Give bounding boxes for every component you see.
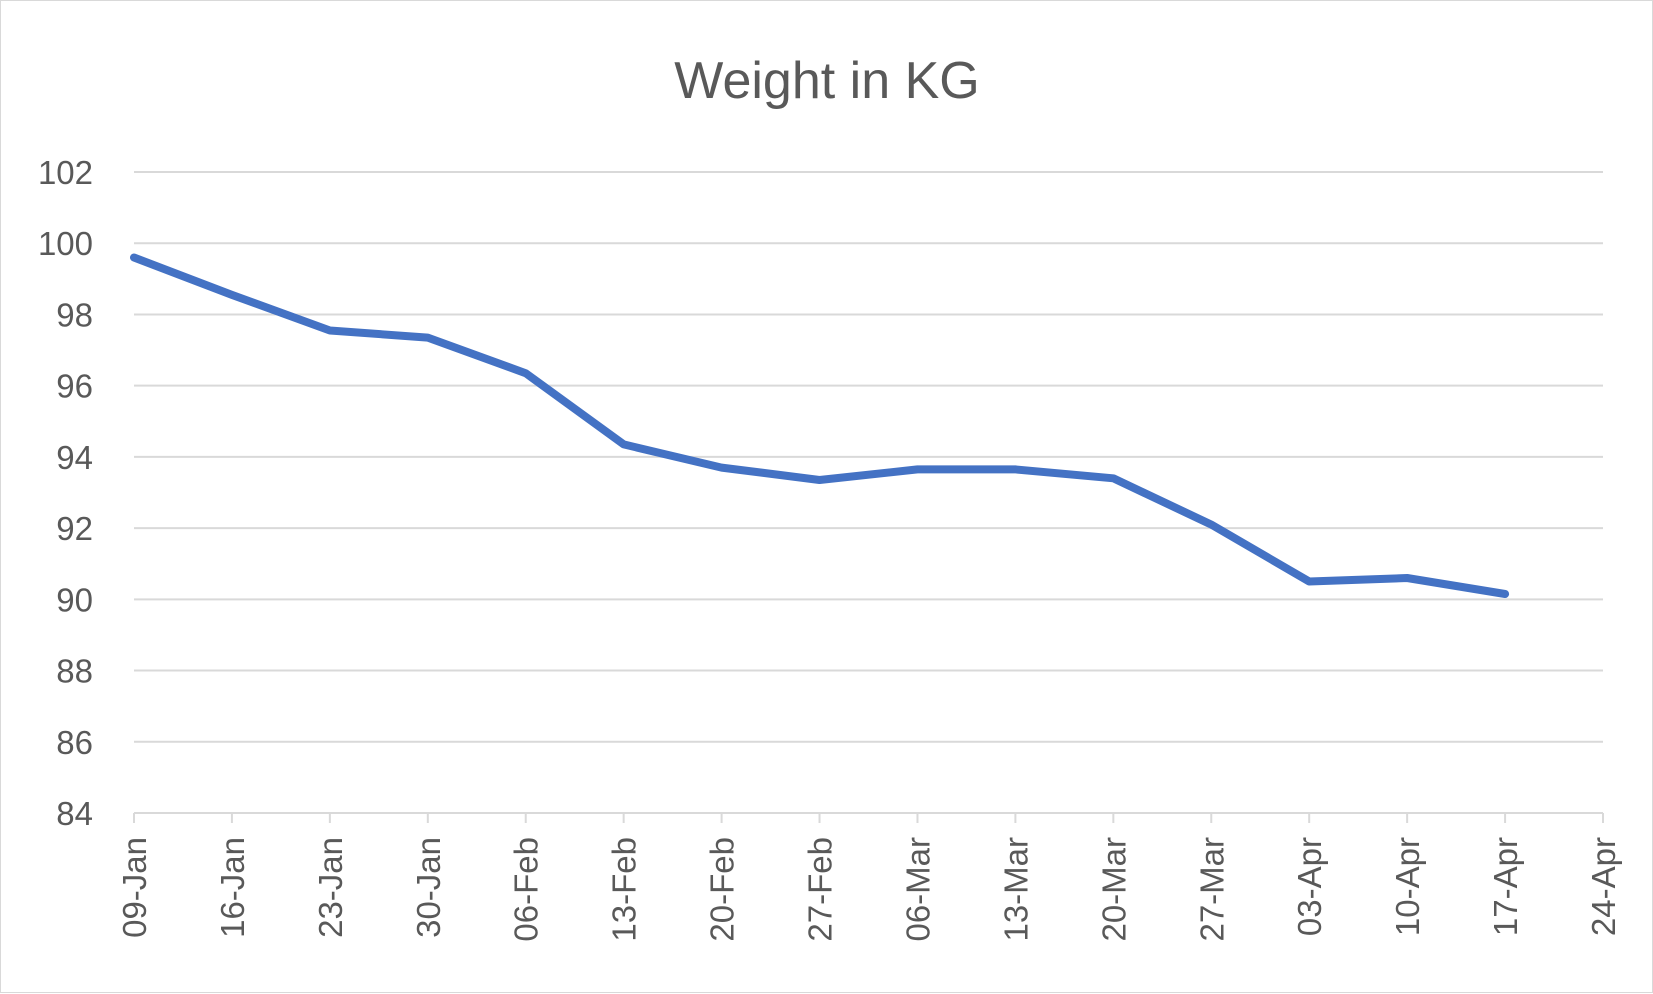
x-tick-label-20-Mar: 20-Mar (1095, 837, 1132, 942)
y-tick-label-84: 84 (56, 795, 93, 832)
x-tick-label-10-Apr: 10-Apr (1389, 837, 1426, 936)
x-tick-label-03-Apr: 03-Apr (1291, 837, 1328, 936)
y-axis-tick-labels: 84 86 88 90 92 94 96 98 100 102 (38, 154, 93, 832)
x-axis (134, 813, 1603, 823)
x-tick-label-09-Jan: 09-Jan (116, 837, 153, 938)
x-tick-label-27-Feb: 27-Feb (802, 837, 839, 942)
y-tick-label-96: 96 (56, 368, 93, 405)
y-tick-label-98: 98 (56, 296, 93, 333)
y-tick-label-90: 90 (56, 581, 93, 618)
x-tick-label-13-Mar: 13-Mar (997, 837, 1034, 942)
y-tick-label-92: 92 (56, 510, 93, 547)
x-axis-tick-labels: 09-Jan 16-Jan 23-Jan 30-Jan 06-Feb 13-Feb 20-F… (116, 837, 1622, 942)
x-tick-label-06-Feb: 06-Feb (508, 837, 545, 942)
x-tick-label-27-Mar: 27-Mar (1193, 837, 1230, 942)
x-tick-label-24-Apr: 24-Apr (1585, 837, 1622, 936)
y-tick-label-94: 94 (56, 439, 93, 476)
y-tick-label-102: 102 (38, 154, 93, 191)
series-layer (134, 257, 1505, 594)
series-line-0 (134, 258, 1505, 595)
x-tick-label-17-Apr: 17-Apr (1487, 837, 1524, 936)
gridlines (134, 172, 1603, 742)
y-tick-label-88: 88 (56, 653, 93, 690)
x-tick-label-06-Mar: 06-Mar (899, 837, 936, 942)
chart-title: Weight in KG (674, 52, 979, 110)
x-tick-label-16-Jan: 16-Jan (214, 837, 251, 938)
y-tick-label-100: 100 (38, 225, 93, 262)
x-tick-label-30-Jan: 30-Jan (410, 837, 447, 938)
x-tick-label-20-Feb: 20-Feb (704, 837, 741, 942)
x-tick-label-13-Feb: 13-Feb (606, 837, 643, 942)
y-tick-label-86: 86 (56, 724, 93, 761)
x-tick-label-23-Jan: 23-Jan (312, 837, 349, 938)
